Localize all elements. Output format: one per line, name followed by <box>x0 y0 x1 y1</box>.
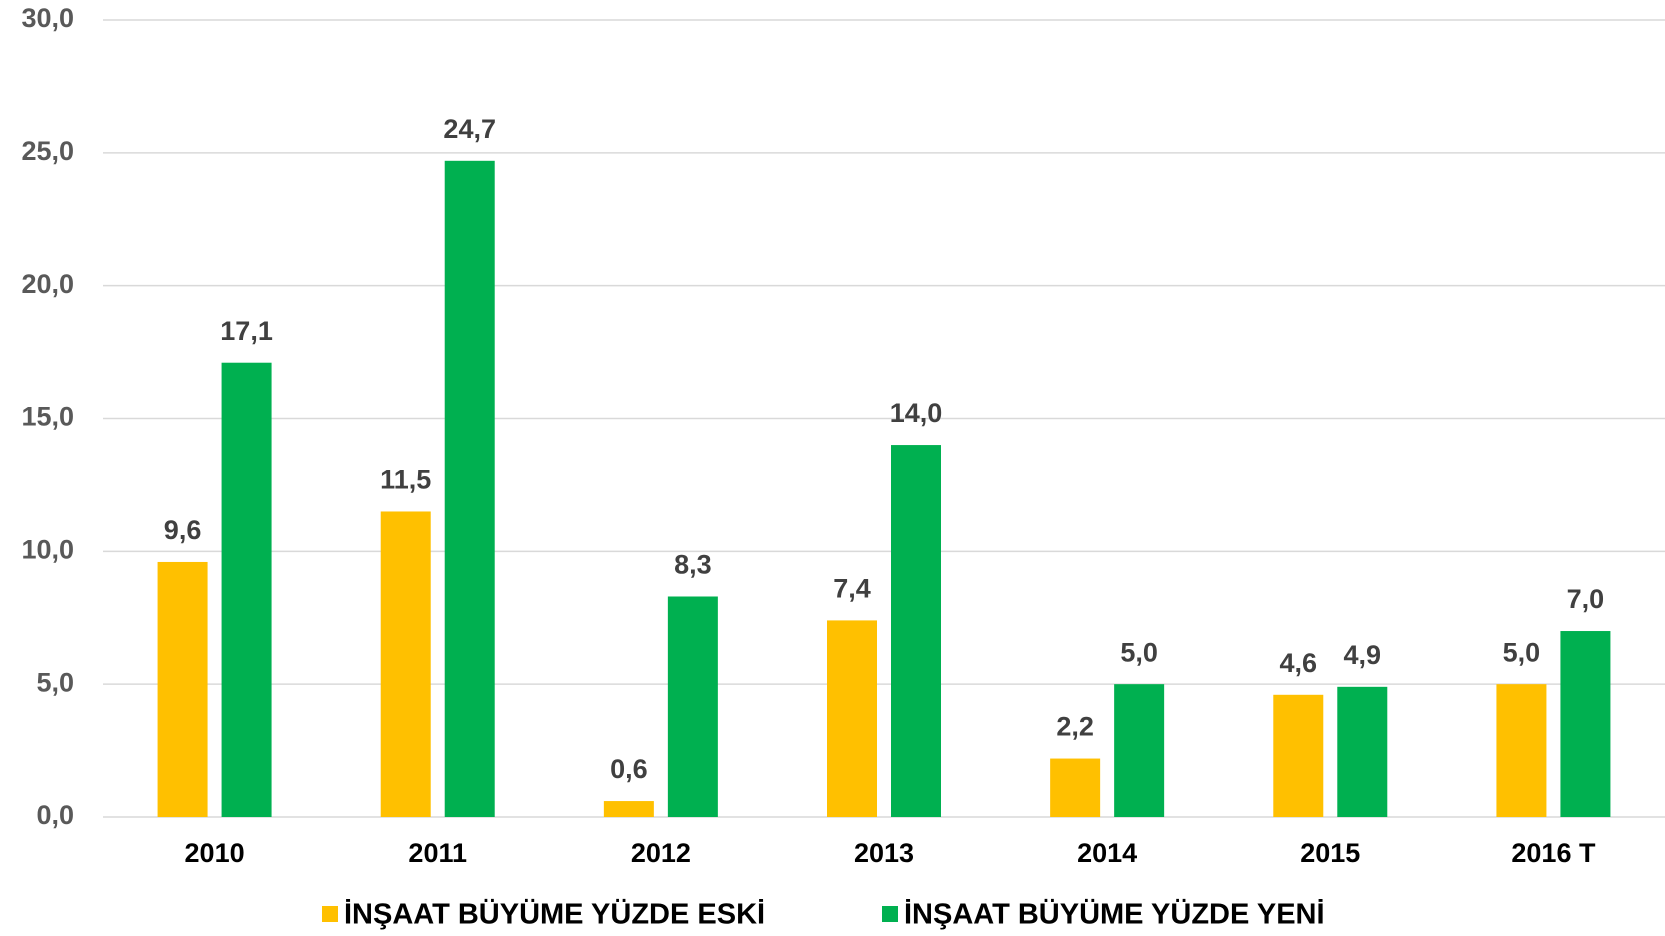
y-tick-label: 20,0 <box>21 269 74 299</box>
y-tick-label: 0,0 <box>36 800 74 830</box>
data-label: 9,6 <box>164 515 202 545</box>
x-tick-label: 2012 <box>631 838 691 868</box>
bar <box>1050 758 1101 817</box>
y-tick-label: 15,0 <box>21 402 74 432</box>
bar <box>380 511 431 817</box>
y-tick-label: 5,0 <box>36 667 74 697</box>
bar <box>1337 686 1388 817</box>
bar <box>667 596 718 817</box>
data-label: 0,6 <box>610 754 648 784</box>
x-tick-label: 2014 <box>1077 838 1137 868</box>
data-label: 7,4 <box>833 574 871 604</box>
bar <box>1273 694 1324 817</box>
bar <box>827 620 877 817</box>
data-label: 4,6 <box>1280 648 1318 678</box>
bar <box>1496 684 1547 817</box>
bar <box>1114 684 1165 817</box>
data-label: 4,9 <box>1344 640 1382 670</box>
legend-label: İNŞAAT BÜYÜME YÜZDE YENİ <box>904 898 1325 931</box>
data-label: 11,5 <box>380 465 431 495</box>
legend-swatch <box>322 906 338 922</box>
x-tick-label: 2013 <box>854 838 914 868</box>
bar <box>891 445 941 817</box>
data-label: 17,1 <box>220 316 273 346</box>
y-tick-label: 25,0 <box>21 136 74 166</box>
legend-swatch <box>882 906 898 922</box>
bar <box>444 160 495 817</box>
bar <box>221 362 272 817</box>
bar <box>157 561 208 817</box>
data-label: 24,7 <box>443 114 496 144</box>
x-tick-label: 2015 <box>1300 838 1360 868</box>
y-tick-label: 30,0 <box>21 3 74 33</box>
data-label: 5,0 <box>1120 637 1158 667</box>
x-tick-label: 2016 T <box>1511 838 1596 868</box>
y-tick-label: 10,0 <box>21 534 74 564</box>
bar <box>603 801 654 817</box>
x-tick-label: 2010 <box>185 838 245 868</box>
legend-label: İNŞAAT BÜYÜME YÜZDE ESKİ <box>344 898 765 931</box>
data-label: 5,0 <box>1503 637 1541 667</box>
data-label: 8,3 <box>674 550 712 580</box>
x-tick-label: 2011 <box>408 838 467 868</box>
data-label: 14,0 <box>890 398 943 428</box>
data-label: 2,2 <box>1056 712 1094 742</box>
bar <box>1560 631 1611 817</box>
data-label: 7,0 <box>1567 584 1605 614</box>
